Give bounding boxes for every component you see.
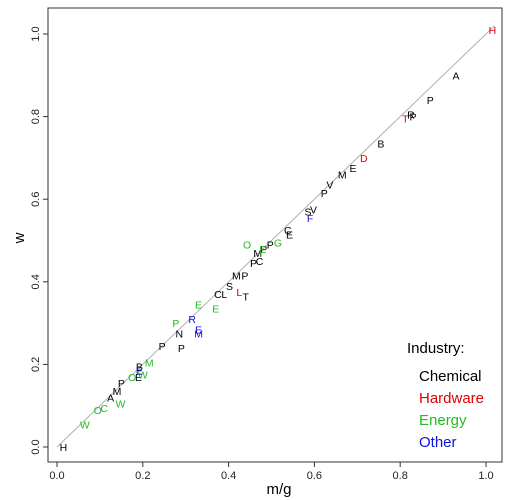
data-point: B bbox=[136, 361, 143, 373]
legend-entry-energy: Energy bbox=[419, 412, 467, 429]
data-point: T bbox=[402, 114, 409, 126]
data-point: P bbox=[260, 244, 267, 256]
data-point: H bbox=[489, 25, 497, 37]
data-point: P bbox=[250, 258, 257, 270]
data-point: S bbox=[304, 207, 311, 219]
data-point: E bbox=[195, 300, 202, 312]
data-point: E bbox=[136, 366, 143, 378]
data-point: C bbox=[100, 403, 108, 415]
data-point: P bbox=[410, 112, 417, 124]
data-point: E bbox=[212, 304, 219, 316]
data-point: M bbox=[338, 169, 347, 181]
data-point: W bbox=[116, 399, 126, 411]
legend: Industry: Chemical Hardware Energy Other bbox=[407, 340, 484, 451]
legend-entry-hardware: Hardware bbox=[419, 390, 484, 407]
data-point: E bbox=[195, 324, 202, 336]
x-axis-title: m/g bbox=[266, 481, 291, 498]
data-point: P bbox=[427, 95, 434, 107]
y-tick-label: 0.0 bbox=[30, 439, 42, 454]
data-point: T bbox=[243, 291, 250, 303]
x-tick-label: 1.0 bbox=[478, 470, 493, 482]
data-point: G bbox=[274, 238, 282, 250]
data-point: C bbox=[214, 289, 222, 301]
data-point: P bbox=[241, 271, 248, 283]
y-tick-label: 0.2 bbox=[30, 357, 42, 372]
axes-layer: 0.0 0.2 0.4 0.6 0.8 1.0 0.0 0.2 0.4 0.6 0.8 1.0 bbox=[30, 7, 503, 482]
data-point: O bbox=[128, 372, 136, 384]
data-point: M bbox=[113, 386, 122, 398]
y-tick-label: 0.4 bbox=[30, 274, 42, 289]
legend-entry-chemical: Chemical bbox=[419, 368, 482, 385]
data-point: P bbox=[159, 341, 166, 353]
plot-frame bbox=[47, 7, 503, 463]
x-tick-label: 0.2 bbox=[135, 470, 150, 482]
data-point: M bbox=[232, 271, 241, 283]
data-point: M bbox=[253, 248, 262, 260]
data-point: E bbox=[350, 163, 357, 175]
data-point: W bbox=[138, 370, 148, 382]
data-point: V bbox=[326, 180, 333, 192]
data-point: L bbox=[236, 287, 242, 299]
data-point: P bbox=[118, 378, 125, 390]
legend-title: Industry: bbox=[407, 340, 465, 357]
y-tick-label: 0.6 bbox=[30, 192, 42, 207]
y-tick-label: 1.0 bbox=[30, 26, 42, 41]
y-tick-label: 0.8 bbox=[30, 109, 42, 124]
data-point: H bbox=[60, 442, 68, 454]
data-point: F bbox=[307, 213, 313, 225]
data-point: A bbox=[452, 70, 459, 82]
data-point: E bbox=[286, 229, 293, 241]
data-point: O bbox=[94, 405, 102, 417]
x-tick-label: 0.8 bbox=[393, 470, 408, 482]
data-point: P bbox=[267, 240, 274, 252]
data-point: N bbox=[175, 328, 183, 340]
reference-line-layer bbox=[56, 25, 495, 448]
data-point: V bbox=[310, 205, 317, 217]
data-point: C bbox=[256, 256, 264, 268]
data-point: M bbox=[194, 328, 203, 340]
data-point: E bbox=[259, 244, 266, 256]
legend-entry-other: Other bbox=[419, 434, 457, 451]
x-tick-label: 0.4 bbox=[221, 470, 236, 482]
data-point: O bbox=[243, 240, 251, 252]
data-point: P bbox=[178, 343, 185, 355]
data-point: P bbox=[172, 318, 179, 330]
data-point: B bbox=[377, 138, 384, 150]
data-point: R bbox=[188, 314, 196, 326]
data-point: C bbox=[284, 225, 292, 237]
data-point: S bbox=[226, 281, 233, 293]
data-point: D bbox=[360, 153, 368, 165]
x-tick-label: 0.6 bbox=[307, 470, 322, 482]
y-axis-title: w bbox=[11, 232, 28, 244]
x-tick-label: 0.0 bbox=[49, 470, 64, 482]
data-point: P bbox=[321, 188, 328, 200]
reference-line bbox=[56, 25, 495, 448]
data-point: W bbox=[80, 419, 90, 431]
data-point: A bbox=[107, 392, 114, 404]
data-point: R bbox=[407, 110, 415, 122]
data-point: L bbox=[221, 289, 227, 301]
data-point: M bbox=[145, 357, 154, 369]
data-point: E bbox=[135, 372, 142, 384]
